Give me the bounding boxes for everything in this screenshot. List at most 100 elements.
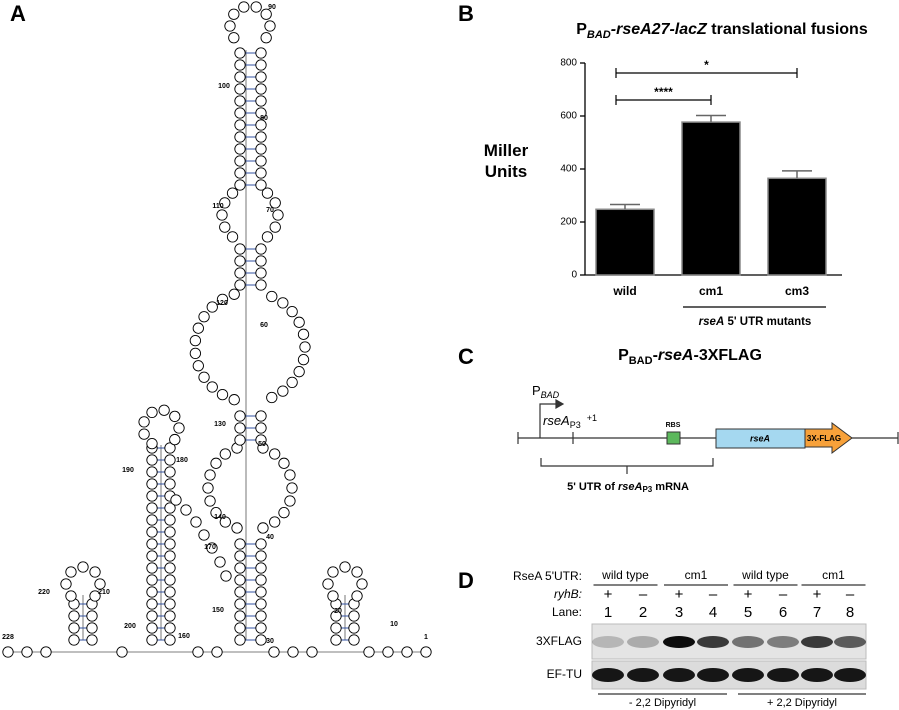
nucleotide (228, 394, 240, 406)
nucleotide (65, 590, 77, 602)
nucleotide (234, 167, 246, 179)
nucleotide (255, 243, 267, 255)
nucleotide (89, 566, 101, 578)
x-tick-label: cm1 (699, 284, 723, 298)
nucleotide (255, 598, 267, 610)
position-label: 90 (268, 4, 276, 11)
position-label: 40 (266, 534, 274, 541)
nucleotide (169, 433, 181, 446)
nucleotide (330, 634, 342, 646)
rbs-label: RBS (666, 422, 681, 429)
nucleotide (219, 221, 231, 233)
nucleotide (228, 288, 240, 300)
nucleotide (278, 507, 290, 519)
position-label: 220 (38, 589, 50, 596)
nucleotide (146, 514, 158, 526)
nucleotide (234, 422, 246, 434)
nucleotide (255, 131, 267, 143)
group-label: wild type (601, 568, 649, 582)
nucleotide (164, 634, 176, 646)
significance-label: * (704, 58, 709, 72)
nucleotide (170, 494, 182, 506)
y-tick-label: 800 (560, 58, 577, 69)
position-label: 50 (258, 441, 266, 448)
nucleotide (322, 578, 334, 590)
nucleotide (164, 574, 176, 586)
utr-label: 5' UTR of rseAP3 mRNA (567, 481, 689, 494)
nucleotide (228, 32, 240, 44)
nucleotide (234, 131, 246, 143)
nucleotide (234, 538, 246, 550)
nucleotide (192, 646, 204, 658)
lane-number: 8 (846, 604, 854, 621)
nucleotide (210, 507, 222, 519)
nucleotide (198, 529, 210, 541)
nucleotide (348, 610, 360, 622)
lane-number: 4 (709, 604, 717, 621)
nucleotide (299, 341, 311, 353)
nucleotide (164, 502, 176, 514)
nucleotide (269, 197, 281, 209)
nucleotide (204, 495, 216, 507)
y-tick-label: 600 (560, 111, 577, 122)
nucleotide (234, 610, 246, 622)
nucleotide (234, 255, 246, 267)
nucleotide (164, 586, 176, 598)
nucleotide (255, 574, 267, 586)
nucleotide (219, 448, 231, 460)
nucleotide (226, 231, 239, 243)
nucleotide (164, 514, 176, 526)
nucleotide (224, 20, 236, 32)
nucleotide (257, 522, 269, 534)
nucleotide (234, 622, 246, 634)
position-label: 110 (212, 203, 223, 210)
nucleotide (234, 179, 246, 191)
nucleotide (261, 231, 274, 243)
nucleotide (293, 316, 305, 328)
y-axis-label: Miller Units (483, 141, 529, 181)
tss-label: rseAP3 +1 (543, 413, 597, 430)
rbs-box (666, 431, 681, 445)
band-label: EF-TU (547, 667, 582, 681)
title-part: - (653, 347, 658, 364)
band (767, 636, 799, 648)
chart-title: PBAD-rseA27-lacZ translational fusions (576, 21, 868, 41)
nucleotide (189, 334, 202, 347)
nucleotide (180, 504, 192, 516)
significance-bracket (615, 68, 798, 78)
title-part: translational fusions (707, 21, 868, 38)
nucleotide (219, 197, 231, 209)
position-label: 10 (390, 621, 398, 628)
ryhb-sign: – (709, 586, 718, 603)
nucleotide (269, 221, 281, 233)
label-part: P3 (570, 420, 581, 430)
nucleotide (192, 360, 204, 372)
bar (681, 121, 741, 276)
y-tick-label: 200 (560, 217, 577, 228)
nucleotide (234, 83, 246, 95)
nucleotide (277, 385, 289, 397)
nucleotide (363, 646, 375, 658)
nucleotide (255, 155, 267, 167)
nucleotide (164, 442, 176, 454)
position-label: 228 (2, 634, 14, 641)
nucleotide (297, 328, 310, 340)
nucleotide (211, 646, 223, 658)
nucleotide (146, 437, 158, 450)
nucleotide (94, 578, 106, 590)
nucleotide (255, 71, 267, 83)
nucleotide (278, 457, 290, 469)
nucleotide (269, 516, 281, 528)
nucleotide (86, 634, 98, 646)
nucleotide (216, 388, 229, 401)
position-label: 170 (204, 544, 216, 551)
condition-label: + 2,2 Dipyridyl (767, 697, 837, 709)
nucleotide (214, 556, 226, 568)
ryhb-sign: + (675, 586, 684, 603)
nucleotide (204, 469, 216, 481)
lane-number: 7 (813, 604, 821, 621)
band (697, 636, 729, 648)
error-bar (782, 170, 812, 179)
title-part: rseA (658, 347, 694, 364)
